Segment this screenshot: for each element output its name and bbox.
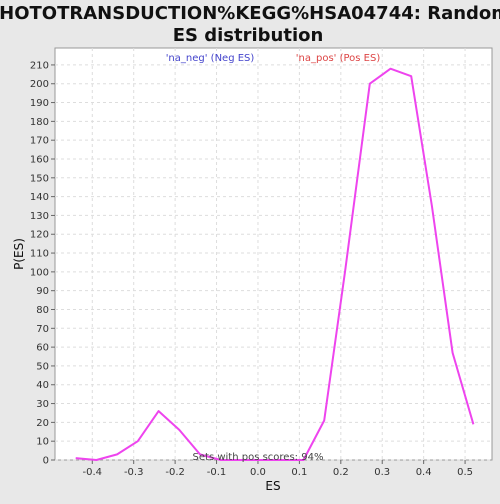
y-tick-label: 130 [30, 211, 49, 222]
x-tick-label: 0.0 [250, 467, 266, 478]
plot-area [54, 47, 493, 461]
y-tick-label: 200 [30, 79, 49, 90]
series-layer [75, 67, 475, 461]
y-tick-label: 190 [30, 98, 49, 109]
y-tick-label: 160 [30, 154, 49, 165]
y-tick-label: 50 [36, 361, 49, 372]
y-tick-label: 210 [30, 60, 49, 71]
y-tick-label: 40 [36, 380, 49, 391]
y-tick-label: 140 [30, 192, 49, 203]
x-tick-label: 0.4 [416, 467, 432, 478]
chart-title-line-2: ES distribution [173, 25, 324, 46]
x-tick-label: -0.4 [83, 467, 103, 478]
x-tick-label: 0.5 [457, 467, 473, 478]
x-tick-label: -0.1 [207, 467, 227, 478]
y-tick-label: 100 [30, 267, 49, 278]
axes: 0 10 20 30 40 50 60 70 80 90 100 110 120 130 140 150 160… [30, 60, 473, 478]
x-axis-label: ES [265, 479, 280, 493]
y-tick-label: 80 [36, 305, 49, 316]
grid-lines [55, 48, 492, 461]
x-tick-label: 0.1 [291, 467, 307, 478]
y-tick-label: 120 [30, 230, 49, 241]
x-tick-label: -0.2 [165, 467, 185, 478]
y-tick-label: 0 [43, 456, 49, 467]
es-distribution-line [75, 67, 475, 461]
y-tick-label: 110 [30, 249, 49, 260]
y-tick-label: 10 [36, 437, 49, 448]
y-tick-label: 20 [36, 418, 49, 429]
chart-title-line-1: PHOTOTRANSDUCTION%KEGG%HSA04744: Random [0, 3, 500, 24]
y-axis-label: P(ES) [12, 238, 26, 270]
pos-scores-annotation: Sets with pos scores: 94% [193, 452, 324, 463]
y-tick-label: 30 [36, 399, 49, 410]
x-tick-label: 0.2 [333, 467, 349, 478]
y-tick-label: 150 [30, 173, 49, 184]
y-tick-label: 60 [36, 343, 49, 354]
y-tick-label: 70 [36, 324, 49, 335]
legend-neg-label: 'na_neg' (Neg ES) [166, 53, 255, 64]
x-tick-label: -0.3 [124, 467, 144, 478]
y-tick-label: 170 [30, 136, 49, 147]
x-tick-label: 0.3 [374, 467, 390, 478]
y-tick-label: 180 [30, 117, 49, 128]
legend-pos-label: 'na_pos' (Pos ES) [296, 53, 381, 64]
y-tick-label: 90 [36, 286, 49, 297]
